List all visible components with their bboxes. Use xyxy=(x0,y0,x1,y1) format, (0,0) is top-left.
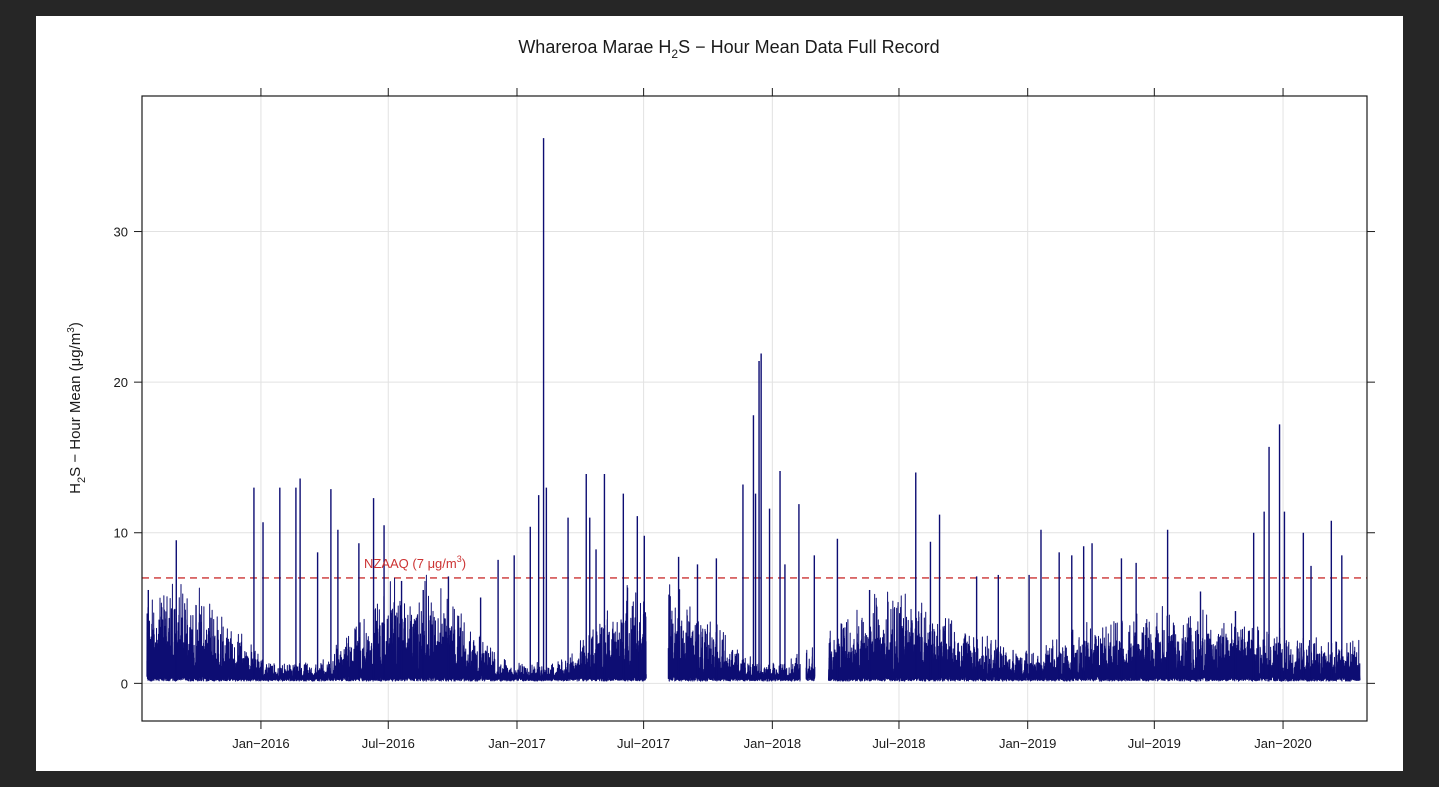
x-tick-label: Jan−2016 xyxy=(232,736,289,751)
y-tick-label: 20 xyxy=(114,375,128,390)
x-tick-label: Jul−2019 xyxy=(1128,736,1181,751)
reference-line-label: NZAAQ (7 μg/m3) xyxy=(364,554,466,571)
chart-title: Whareroa Marae H2S − Hour Mean Data Full… xyxy=(518,37,939,61)
y-tick-label: 0 xyxy=(121,676,128,691)
chart-figure: Whareroa Marae H2S − Hour Mean Data Full… xyxy=(36,16,1403,771)
series-group xyxy=(146,138,1361,682)
y-tick-label: 10 xyxy=(114,526,128,541)
chart-canvas: Whareroa Marae H2S − Hour Mean Data Full… xyxy=(66,37,1375,751)
x-tick-label: Jul−2017 xyxy=(617,736,670,751)
x-tick-label: Jan−2017 xyxy=(488,736,545,751)
axes: 0 10 20 30 Jan−2016 Jul−2016 Jan−2017 Jul−2017 J… xyxy=(114,88,1375,751)
x-tick-label: Jan−2018 xyxy=(744,736,801,751)
x-tick-label: Jul−2018 xyxy=(872,736,925,751)
y-tick-label: 30 xyxy=(114,225,128,240)
y-axis-title: H2S − Hour Mean (μg/m3) xyxy=(66,322,88,494)
gridlines xyxy=(142,96,1367,721)
x-tick-label: Jul−2016 xyxy=(362,736,415,751)
series-line xyxy=(146,574,1361,682)
x-tick-label: Jan−2020 xyxy=(1254,736,1311,751)
x-tick-label: Jan−2019 xyxy=(999,736,1056,751)
plot-frame xyxy=(141,95,1368,722)
